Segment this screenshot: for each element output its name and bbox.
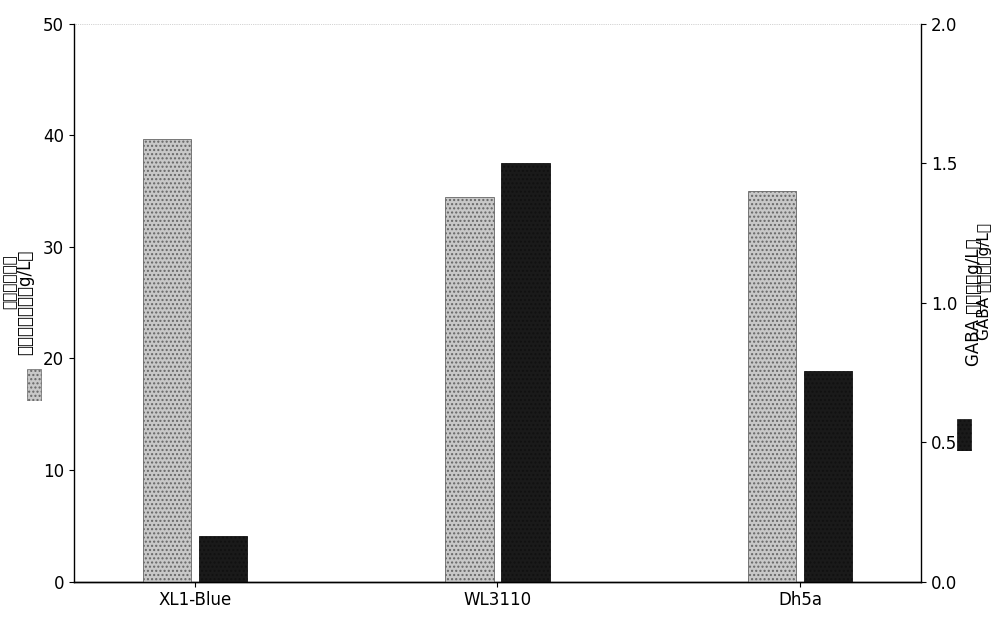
Text: 鸟氨酸吸收量: 鸟氨酸吸收量 bbox=[2, 254, 18, 309]
Text: GABA 生产量（g/L）: GABA 生产量（g/L） bbox=[978, 223, 992, 340]
Y-axis label: 鸟氨酸吸收量（g/L）: 鸟氨酸吸收量（g/L） bbox=[17, 250, 35, 356]
Y-axis label: GABA 生产量（g/L）: GABA 生产量（g/L） bbox=[965, 239, 983, 366]
Bar bbox=[199, 536, 247, 582]
Bar bbox=[748, 191, 796, 582]
Bar bbox=[957, 419, 971, 451]
Bar bbox=[27, 369, 41, 401]
Bar bbox=[143, 138, 191, 582]
Bar bbox=[501, 163, 550, 582]
Bar bbox=[804, 371, 852, 582]
Bar bbox=[445, 197, 494, 582]
